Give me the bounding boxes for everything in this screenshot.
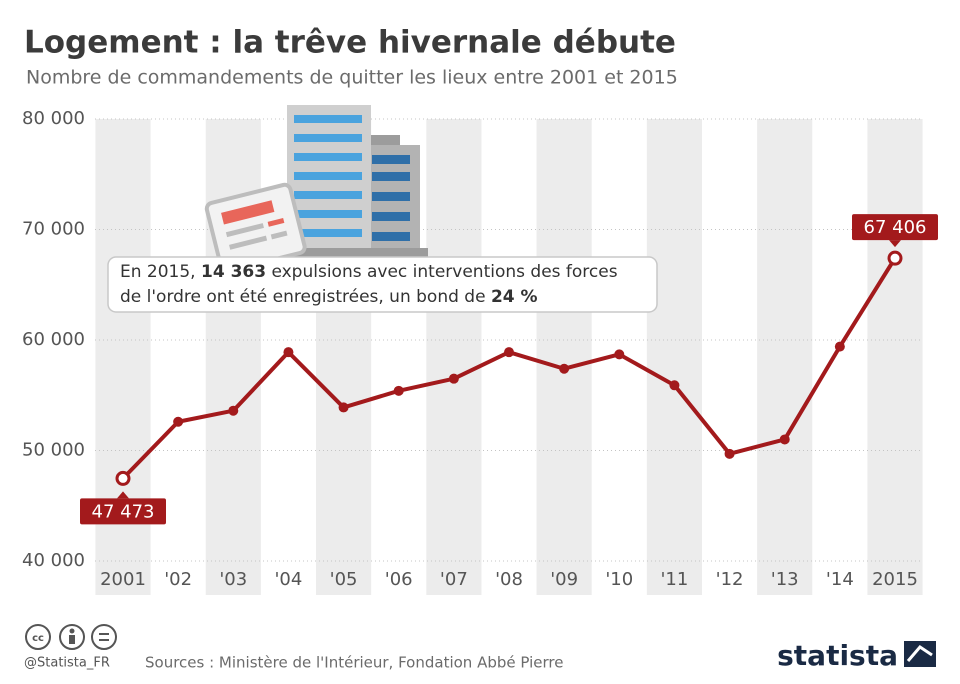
brand-logo bbox=[904, 641, 936, 667]
y-tick-label: 40 000 bbox=[22, 550, 85, 571]
stripe bbox=[646, 119, 702, 595]
point bbox=[173, 416, 184, 427]
value-label: 47 473 bbox=[92, 501, 155, 522]
svg-text:cc: cc bbox=[32, 633, 44, 644]
x-tick-label: '06 bbox=[385, 569, 413, 590]
x-tick-label: '08 bbox=[495, 569, 523, 590]
y-tick-label: 60 000 bbox=[22, 329, 85, 350]
stripe bbox=[536, 119, 592, 595]
x-tick-label: 2015 bbox=[872, 569, 918, 590]
point bbox=[393, 385, 404, 396]
x-tick-label: 2001 bbox=[100, 569, 146, 590]
x-tick-label: '11 bbox=[660, 569, 688, 590]
stripe bbox=[757, 119, 813, 595]
x-tick-label: '04 bbox=[274, 569, 302, 590]
x-tick-label: '07 bbox=[440, 569, 468, 590]
annotation-run: expulsions avec interventions des forces bbox=[266, 262, 618, 282]
x-tick-label: '09 bbox=[550, 569, 578, 590]
x-tick-label: '05 bbox=[330, 569, 358, 590]
y-tick-label: 80 000 bbox=[22, 108, 85, 129]
value-label-pointer bbox=[117, 491, 129, 499]
license-icons: cc bbox=[25, 624, 117, 650]
annotation-box bbox=[107, 256, 658, 313]
annotation-run: de l'ordre ont été enregistrées, un bond… bbox=[120, 287, 491, 307]
annotation: En 2015, 14 363 expulsions avec interven… bbox=[120, 262, 618, 307]
annotation-run: 24 % bbox=[491, 287, 538, 307]
point bbox=[834, 341, 845, 352]
value-label: 67 406 bbox=[864, 217, 927, 238]
annotation-line: de l'ordre ont été enregistrées, un bond… bbox=[120, 287, 538, 307]
building-icon bbox=[204, 105, 428, 274]
point bbox=[283, 347, 294, 358]
chart-title: Logement : la trêve hivernale débute bbox=[24, 25, 676, 61]
y-tick-label: 50 000 bbox=[22, 440, 85, 461]
point bbox=[779, 434, 790, 445]
point bbox=[228, 405, 239, 416]
point bbox=[724, 448, 735, 459]
stripe bbox=[426, 119, 482, 595]
plot: 2001 '02 '03 '04 '05 '06 '07 '08 '09 '10 '11 '12 '13… bbox=[22, 108, 938, 590]
point bbox=[115, 470, 131, 486]
x-tick-label: '12 bbox=[716, 569, 744, 590]
value-label-box bbox=[80, 498, 166, 525]
point bbox=[559, 363, 570, 374]
x-tick-label: '14 bbox=[826, 569, 854, 590]
point bbox=[504, 347, 514, 358]
annotation-line: En 2015, 14 363 expulsions avec interven… bbox=[120, 262, 618, 282]
x-tick-label: '10 bbox=[605, 569, 633, 590]
annotation-run: En 2015, bbox=[120, 262, 201, 282]
x-tick-label: '03 bbox=[219, 569, 247, 590]
sources: Sources : Ministère de l'Intérieur, Fond… bbox=[145, 654, 563, 672]
stripe bbox=[205, 119, 261, 595]
point bbox=[448, 373, 459, 384]
handle: @Statista_FR bbox=[24, 656, 110, 671]
annotation-run: 14 363 bbox=[201, 262, 266, 282]
point bbox=[887, 250, 903, 266]
x-tick-label: '02 bbox=[164, 569, 192, 590]
brand: statista bbox=[777, 639, 898, 672]
point bbox=[338, 402, 349, 413]
point bbox=[614, 349, 625, 360]
y-tick-label: 70 000 bbox=[22, 219, 85, 240]
value-label-pointer bbox=[889, 240, 901, 248]
value-label-box bbox=[852, 214, 938, 241]
point bbox=[669, 380, 680, 391]
chart-subtitle: Nombre de commandements de quitter les l… bbox=[26, 67, 678, 89]
stripe bbox=[867, 119, 923, 595]
x-tick-label: '13 bbox=[771, 569, 799, 590]
